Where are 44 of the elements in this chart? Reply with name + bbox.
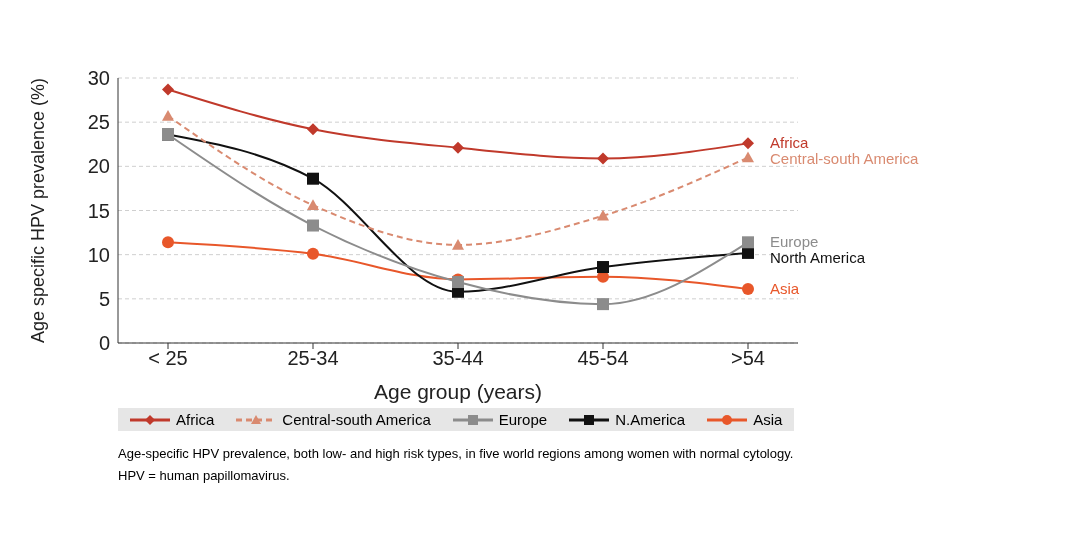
annotation: Europe	[770, 233, 819, 251]
point	[742, 137, 754, 150]
point	[307, 219, 319, 232]
point	[597, 152, 609, 165]
y-tick-label: 10	[87, 243, 110, 266]
annotation: Africa	[770, 134, 809, 152]
y-tick-label: 0	[98, 332, 110, 355]
x-axis-title: Age group (years)	[373, 380, 543, 403]
text: HPV = human papillomavirus.	[118, 467, 291, 485]
legend-label: Africa	[176, 411, 215, 428]
point	[162, 109, 174, 121]
x-tick-label: >54	[731, 347, 765, 370]
point	[307, 123, 319, 136]
annotation: Central-south America	[770, 150, 919, 168]
legend-label: N.America	[615, 411, 686, 428]
point	[162, 83, 174, 96]
x-tick-label: < 25	[148, 347, 188, 370]
text: Age-specific HPV prevalence, both low- and high risk types, in five world regions among women with normal cytology.	[118, 445, 795, 463]
y-tick-label: 30	[87, 67, 110, 90]
y-tick-label: 20	[87, 155, 110, 178]
x-tick-label: 45-54	[577, 347, 629, 370]
y-tick-label: 5	[98, 287, 110, 310]
point	[742, 283, 754, 296]
point	[307, 199, 319, 210]
point	[452, 238, 464, 250]
point	[452, 141, 464, 154]
legend-label: Central-south America	[282, 411, 431, 428]
point	[162, 236, 174, 249]
legend-label: Europe	[498, 411, 548, 428]
y-axis-title: Age specific HPV prevalence (%)	[28, 77, 49, 344]
point	[742, 236, 754, 249]
annotation: Asia	[770, 280, 800, 298]
x-tick-label: 35-44	[432, 347, 484, 370]
x-tick-label: 25-34	[287, 347, 339, 370]
y-tick-label: 15	[87, 199, 110, 222]
point	[597, 209, 609, 221]
point	[307, 172, 319, 185]
annotation: North America	[770, 249, 866, 267]
point	[597, 261, 609, 274]
y-tick-label: 25	[87, 111, 110, 134]
legend-label: Asia	[753, 411, 783, 428]
point	[742, 151, 754, 163]
point	[597, 298, 609, 311]
point	[307, 247, 319, 260]
